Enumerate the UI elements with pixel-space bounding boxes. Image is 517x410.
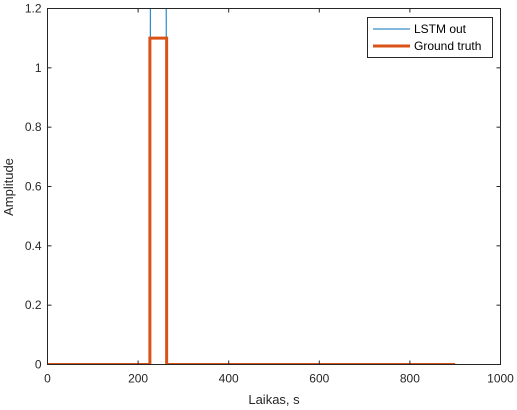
x-tick-label: 0 [44,372,51,386]
y-tick-label: 0.8 [25,120,42,134]
x-tick-label: 600 [309,372,329,386]
y-tick-label: 1 [35,61,42,75]
y-tick-label: 0.6 [25,180,42,194]
plot-background [47,8,501,365]
y-tick-label: 1.2 [25,2,42,16]
y-tick-label: 0.2 [25,298,42,312]
legend: LSTM out Ground truth [367,17,493,58]
y-tick-label: 0 [35,358,42,372]
legend-label-ground-truth: Ground truth [414,39,481,53]
x-tick-label: 1000 [487,372,514,386]
x-tick-label: 400 [219,372,239,386]
y-tick-label: 0.4 [25,239,42,253]
x-axis-label: Laikas, s [248,392,300,407]
legend-label-lstm-out: LSTM out [414,22,467,36]
y-axis-label: Amplitude [1,158,16,216]
legend-box [367,17,493,58]
x-tick-label: 800 [400,372,420,386]
tick-layer: 0 200 400 600 800 1000 0 0.2 0.4 0.6 0.8 1 1.2 [25,2,514,386]
x-tick-label: 200 [128,372,148,386]
